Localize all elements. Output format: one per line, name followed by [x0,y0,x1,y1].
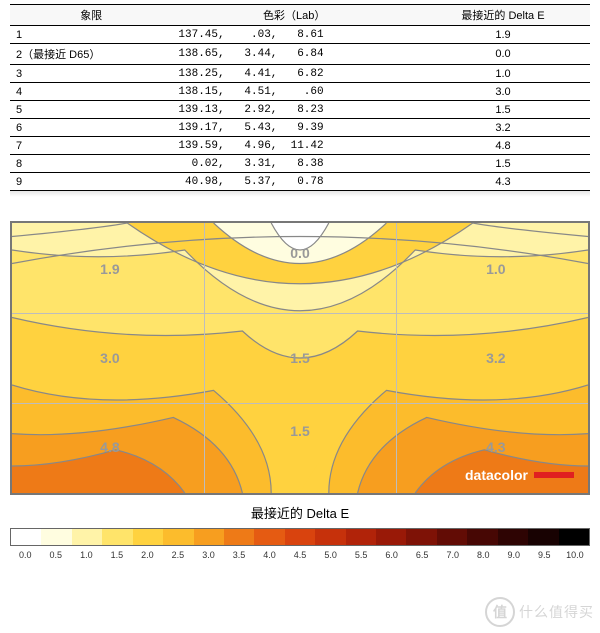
table-row: 1137.45, .03, 8.611.9 [10,26,590,44]
zone-label: 1.9 [100,261,119,277]
column-header: 象限 [10,5,172,26]
table-row: 2（最接近 D65）138.65, 3.44, 6.840.0 [10,44,590,65]
zone-label: 1.5 [290,423,309,439]
table-row: 6139.17, 5.43, 9.393.2 [10,119,590,137]
table-row: 7139.59, 4.96, 11.424.8 [10,137,590,155]
table-row: 8 0.02, 3.31, 8.381.5 [10,155,590,173]
zone-label: 3.0 [100,350,119,366]
table-shadow [10,191,590,197]
zone-label: 1.5 [290,350,309,366]
column-header: 色彩（Lab） [172,5,416,26]
zone-label: 0.0 [290,245,309,261]
color-scale [10,528,590,546]
zone-label: 4.3 [486,439,505,455]
table-row: 5139.13, 2.92, 8.231.5 [10,101,590,119]
zone-label: 3.2 [486,350,505,366]
table-row: 4138.15, 4.51, .603.0 [10,83,590,101]
contour-chart: 1.9 0.0 1.0 3.0 1.5 3.2 4.8 1.5 4.3 datacolor [10,221,590,495]
column-header: 最接近的 Delta E [416,5,590,26]
zone-label: 1.0 [486,261,505,277]
zone-label: 4.8 [100,439,119,455]
table-row: 9 40.98, 5.37, 0.784.3 [10,173,590,191]
data-table: 象限色彩（Lab）最接近的 Delta E 1137.45, .03, 8.61… [0,0,600,191]
brand-label: datacolor [465,467,574,483]
watermark-text: 什么值得买 [519,602,594,622]
watermark: 值 什么值得买 [485,597,594,627]
scale-title: 最接近的 Delta E [0,495,600,528]
color-scale-labels: 0.00.51.01.52.02.53.03.54.04.55.05.56.06… [10,550,590,560]
watermark-icon: 值 [485,597,515,627]
table-row: 3138.25, 4.41, 6.821.0 [10,65,590,83]
